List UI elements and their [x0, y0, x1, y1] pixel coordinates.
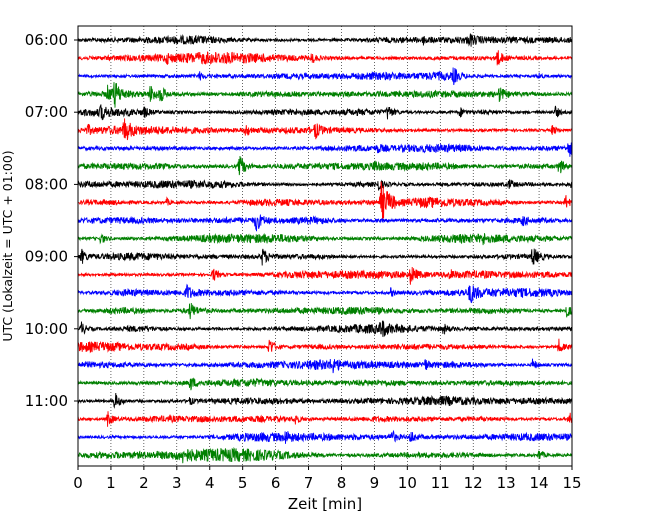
seismic-trace-1115: [77, 411, 573, 427]
plot-frame: [77, 25, 573, 467]
x-tick-label: 2: [139, 474, 149, 492]
seismic-trace-1130: [77, 429, 573, 444]
y-tick-label: 07:00: [25, 103, 68, 121]
seismic-trace-0700: [77, 104, 573, 121]
seismic-trace-1045: [77, 377, 573, 391]
seismic-trace-0815: [77, 181, 573, 221]
x-tick-label: 7: [304, 474, 314, 492]
axis-ticks: 0 1 2 3 4 5 6 7 8 9 10 11 12 13 14 1506:0007:0008:0009:…: [25, 31, 582, 492]
y-axis-label: UTC (Lokalzeit = UTC + 01:00): [0, 150, 15, 341]
seismic-trace-1100: [77, 392, 573, 409]
x-tick-label: 14: [530, 474, 549, 492]
seismic-trace-0800: [77, 179, 573, 191]
seismic-trace-0645: [77, 82, 573, 108]
seismic-trace-0915: [77, 266, 573, 285]
x-tick-label: 13: [497, 474, 516, 492]
x-tick-label: 6: [271, 474, 281, 492]
seismic-trace-0630: [77, 67, 573, 86]
y-tick-label: 06:00: [25, 31, 68, 49]
seismic-trace-0715: [77, 118, 573, 141]
seismic-trace-1015: [77, 338, 573, 354]
y-tick-label: 08:00: [25, 175, 68, 193]
y-tick-label: 11:00: [25, 392, 68, 410]
x-tick-label: 8: [337, 474, 347, 492]
seismic-trace-1030: [77, 358, 573, 374]
seismic-trace-1000: [77, 320, 573, 338]
y-tick-label: 09:00: [25, 248, 68, 266]
x-axis-label: Zeit [min]: [288, 495, 362, 513]
y-tick-label: 10:00: [25, 320, 68, 338]
seismic-trace-0900: [77, 248, 573, 266]
trace-group: [77, 33, 573, 464]
x-tick-label: 10: [398, 474, 417, 492]
seismic-trace-0945: [77, 302, 573, 320]
seismic-trace-0730: [77, 142, 573, 157]
x-tick-label: 3: [172, 474, 182, 492]
x-tick-label: 12: [464, 474, 483, 492]
seismic-trace-0745: [77, 155, 573, 176]
seismic-trace-1145: [77, 446, 573, 464]
seismic-trace-0930: [77, 283, 573, 304]
x-tick-label: 1: [106, 474, 116, 492]
grid-lines: [110, 26, 540, 466]
x-tick-label: 15: [562, 474, 581, 492]
seismic-trace-0600: [77, 33, 573, 47]
seismic-trace-0845: [77, 232, 573, 246]
seismic-trace-0830: [77, 214, 573, 232]
x-tick-label: 9: [370, 474, 380, 492]
x-tick-label: 5: [238, 474, 248, 492]
x-tick-label: 4: [205, 474, 215, 492]
seismic-trace-0615: [77, 50, 573, 66]
x-tick-label: 11: [431, 474, 450, 492]
x-tick-label: 0: [73, 474, 83, 492]
